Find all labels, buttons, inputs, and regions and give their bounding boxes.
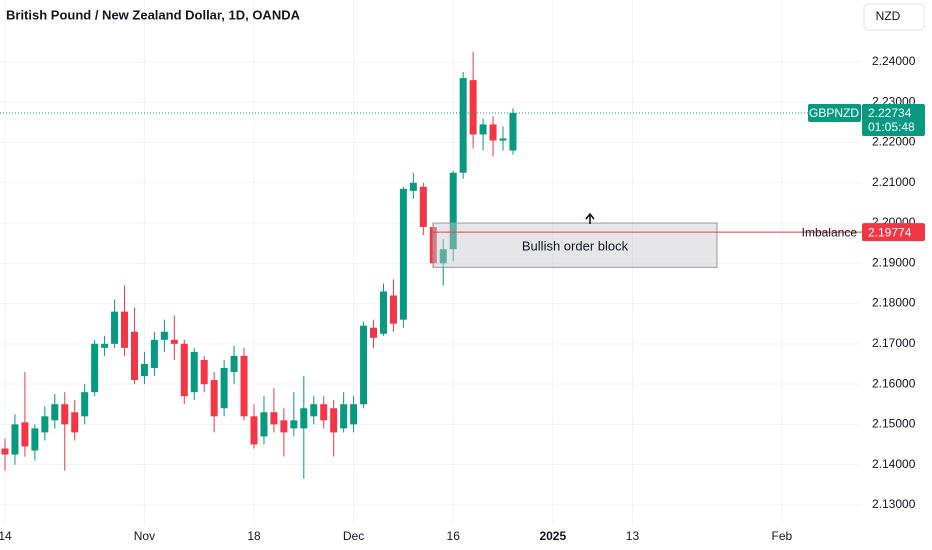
candle-body [61, 404, 69, 425]
candle-body [230, 355, 238, 373]
y-tick-label: 2.21000 [872, 175, 916, 189]
currency[interactable]: NZD [876, 9, 901, 23]
candle-body [300, 408, 308, 429]
candle-body [91, 343, 99, 393]
x-tick-label: 16 [447, 529, 461, 543]
y-tick-label: 2.18000 [872, 296, 916, 310]
candle-body [41, 416, 49, 433]
candle-body [81, 392, 89, 417]
x-tick-label: 14 [0, 529, 12, 543]
imbalance-label: Imbalance [802, 225, 858, 239]
candle-body [170, 339, 178, 344]
candle-body [350, 404, 358, 425]
candle-body [220, 367, 228, 409]
candle-body [130, 331, 138, 381]
candle-body [489, 124, 497, 141]
candle-body [370, 327, 378, 338]
candle-body [190, 351, 198, 393]
x-tick-label: Nov [134, 529, 155, 543]
imbalance-price: 2.19774 [868, 225, 912, 239]
y-tick-label: 2.13000 [872, 497, 916, 511]
x-tick-label: Feb [772, 529, 793, 543]
symbol-badge [808, 103, 861, 122]
current-price: 2.22734 [868, 106, 912, 120]
symbol-label: GBPNZD [809, 106, 859, 120]
candle-body [11, 424, 19, 455]
order-block [432, 222, 718, 268]
marks [1, 51, 517, 479]
y-tick-label: 2.16000 [872, 376, 916, 390]
candle-body [1, 448, 9, 455]
y-tick-label: 2.19000 [872, 255, 916, 269]
candle-body [250, 416, 258, 445]
overlays: Bullish order block Imbalance [0, 112, 862, 268]
candle-body [210, 380, 218, 417]
candle-body [310, 404, 318, 417]
y-tick-label: 2.15000 [872, 417, 916, 431]
candle-body [320, 404, 328, 421]
candle-body [379, 291, 387, 334]
candle-body [150, 339, 158, 368]
candle-body [101, 343, 109, 348]
arrow-up [585, 212, 595, 224]
x-tick-label: Dec [343, 529, 364, 543]
x-tick-label: 2025 [539, 529, 566, 543]
y-tick-label: 2.22000 [872, 135, 916, 149]
candle-body [21, 422, 29, 447]
candle-body [479, 124, 487, 135]
candle-body [340, 404, 348, 429]
candle-body [160, 331, 168, 340]
currency-button[interactable] [863, 3, 925, 31]
candle-body [71, 412, 79, 433]
candle-body [121, 311, 129, 348]
grid [0, 0, 860, 525]
candle-body [200, 359, 208, 385]
y-tick-label: 2.17000 [872, 336, 916, 350]
x-tick-label: 18 [247, 529, 261, 543]
candle-body [459, 78, 467, 173]
candle-body [409, 182, 417, 191]
candle-body [449, 172, 457, 250]
candle-body [270, 412, 278, 425]
candle-body [419, 186, 427, 228]
candle-body [290, 420, 298, 429]
candle-body [280, 420, 288, 433]
price-badge [862, 103, 925, 136]
candle-body [439, 249, 447, 264]
x-tick-label: 13 [626, 529, 640, 543]
countdown: 01:05:48 [868, 120, 915, 134]
order-block-label: Bullish order block [522, 239, 629, 254]
chart-title: British Pound / New Zealand Dollar, 1D, … [6, 7, 301, 22]
y-tick-label: 2.24000 [872, 54, 916, 68]
candle-body [31, 428, 39, 451]
candle-body [399, 188, 407, 320]
candle-body [51, 404, 59, 421]
y-tick-label: 2.14000 [872, 457, 916, 471]
candle-body [389, 295, 397, 324]
candle-body [469, 80, 477, 135]
candle-body [140, 363, 148, 377]
candle-body [499, 138, 507, 141]
candle-body [180, 343, 188, 397]
candle-body [260, 412, 268, 437]
candle-body [240, 355, 248, 417]
candle-body [360, 325, 368, 405]
candle-body [509, 112, 517, 151]
candle-body [111, 311, 119, 344]
candle-body [330, 408, 338, 433]
imbalance-badge [862, 223, 925, 242]
